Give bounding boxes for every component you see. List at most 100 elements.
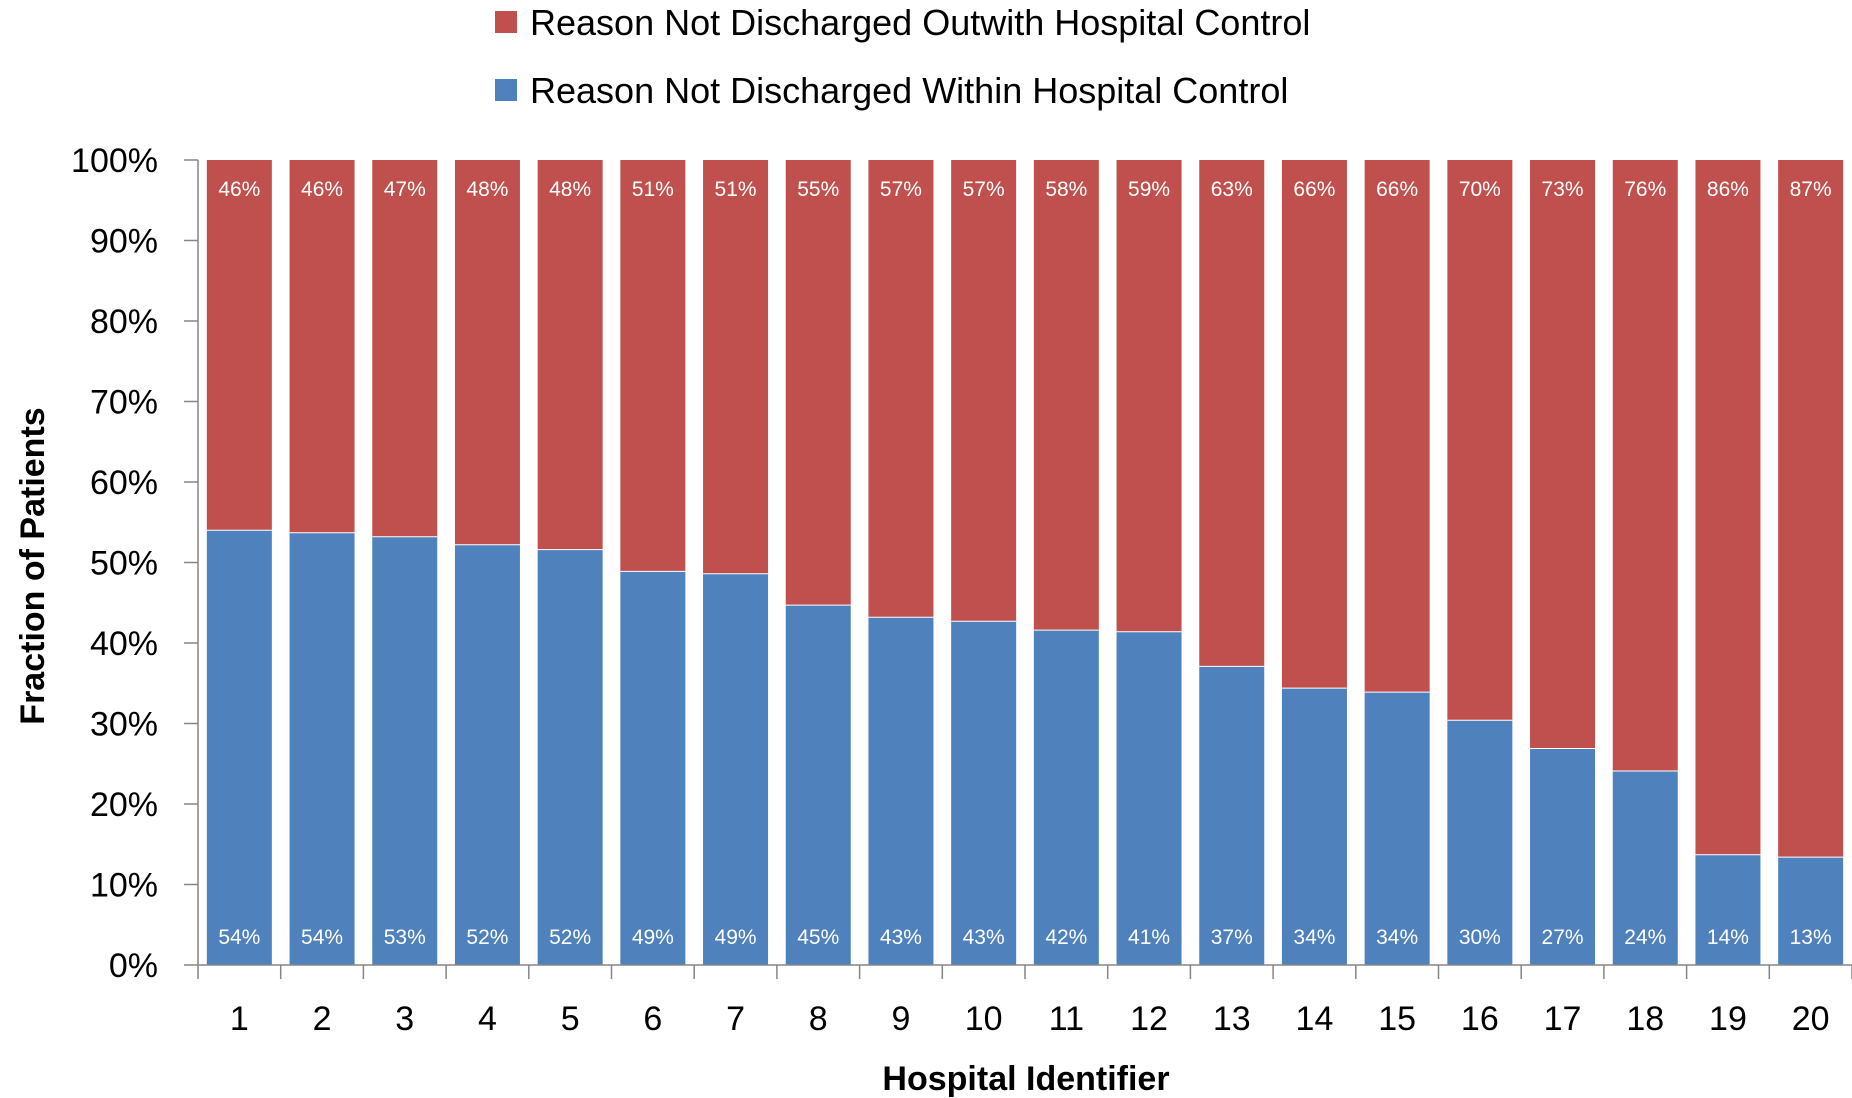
bar-within	[1033, 630, 1099, 965]
bar-outwith	[372, 160, 438, 537]
x-category-label: 4	[478, 1000, 497, 1038]
axes	[184, 159, 1852, 979]
data-label-outwith: 66%	[1293, 178, 1335, 201]
y-tick-label: 30%	[90, 706, 158, 744]
bar-within	[1695, 854, 1761, 965]
x-category-label: 13	[1213, 1000, 1251, 1038]
x-category-label: 17	[1544, 1000, 1582, 1038]
data-label-outwith: 48%	[549, 178, 591, 201]
bar-outwith	[951, 160, 1017, 622]
bar-outwith	[1530, 160, 1596, 749]
bar-within	[951, 621, 1017, 965]
data-label-outwith: 57%	[963, 178, 1005, 201]
legend: Reason Not Discharged Outwith Hospital C…	[495, 2, 1310, 111]
data-label-within: 53%	[384, 926, 426, 949]
x-category-label: 6	[643, 1000, 662, 1038]
bar-within	[703, 573, 769, 965]
bar-outwith	[1281, 160, 1347, 689]
data-label-within: 43%	[963, 926, 1005, 949]
data-label-outwith: 46%	[218, 178, 260, 201]
data-label-within: 45%	[797, 926, 839, 949]
bar-outwith	[703, 160, 769, 574]
data-label-outwith: 48%	[466, 178, 508, 201]
x-category-label: 7	[726, 1000, 745, 1038]
bar-within	[206, 530, 272, 965]
data-label-outwith: 51%	[632, 178, 674, 201]
data-label-within: 24%	[1624, 926, 1666, 949]
bar-within	[620, 571, 686, 965]
x-category-label: 18	[1626, 1000, 1664, 1038]
data-label-within: 14%	[1707, 926, 1749, 949]
bar-outwith	[454, 160, 520, 545]
data-label-outwith: 66%	[1376, 178, 1418, 201]
data-label-within: 54%	[301, 926, 343, 949]
bar-outwith	[785, 160, 851, 606]
x-category-label: 11	[1049, 1000, 1084, 1038]
bar-within	[1199, 666, 1265, 965]
data-label-outwith: 51%	[715, 178, 757, 201]
x-category-label: 16	[1461, 1000, 1499, 1038]
bar-outwith	[868, 160, 934, 618]
y-tick-label: 90%	[90, 223, 158, 261]
bar-outwith	[1695, 160, 1761, 855]
x-category-label: 1	[230, 1000, 249, 1038]
data-label-outwith: 63%	[1211, 178, 1253, 201]
x-category-label: 2	[313, 1000, 332, 1038]
y-tick-label: 70%	[90, 384, 158, 422]
data-label-within: 42%	[1045, 926, 1087, 949]
legend-swatch-outwith	[495, 11, 517, 33]
y-tick-label: 60%	[90, 464, 158, 502]
data-label-outwith: 57%	[880, 178, 922, 201]
x-category-label: 20	[1792, 1000, 1830, 1038]
bar-data-labels: 54% 46% 54% 46% 53% 47% 52% 48% 52% 48% 49% 51% 49% 5…	[218, 178, 1831, 949]
bar-within	[1364, 692, 1430, 965]
bar-within	[868, 617, 934, 965]
bar-outwith	[206, 160, 272, 531]
bar-within	[289, 532, 355, 965]
legend-swatch-within	[495, 79, 517, 101]
bar-within	[454, 544, 520, 965]
legend-label-outwith: Reason Not Discharged Outwith Hospital C…	[530, 2, 1310, 43]
data-label-outwith: 59%	[1128, 178, 1170, 201]
bar-outwith	[289, 160, 355, 533]
y-tick-label: 100%	[71, 142, 158, 180]
bar-within	[785, 605, 851, 965]
legend-label-within: Reason Not Discharged Within Hospital Co…	[530, 70, 1288, 111]
x-category-label: 5	[561, 1000, 580, 1038]
y-tick-label: 20%	[90, 786, 158, 824]
x-category-label: 12	[1130, 1000, 1168, 1038]
x-category-label: 8	[809, 1000, 828, 1038]
y-tick-label: 0%	[109, 947, 158, 985]
x-category-label: 15	[1378, 1000, 1416, 1038]
bar-outwith	[1199, 160, 1265, 667]
data-label-outwith: 47%	[384, 178, 426, 201]
data-label-within: 49%	[715, 926, 757, 949]
data-label-within: 52%	[549, 926, 591, 949]
bar-outwith	[620, 160, 686, 572]
x-axis-category-labels: 1 2 3 4 5 6 7 8 9 10 11 12 13 14 15 16 17 18 19 20	[230, 1000, 1830, 1038]
bar-within	[1612, 770, 1678, 965]
bar-within	[1281, 688, 1347, 965]
data-label-outwith: 73%	[1542, 178, 1584, 201]
bar-outwith	[1778, 160, 1844, 858]
x-axis-title: Hospital Identifier	[882, 1060, 1169, 1098]
data-label-within: 30%	[1459, 926, 1501, 949]
data-label-within: 54%	[218, 926, 260, 949]
data-label-within: 52%	[466, 926, 508, 949]
y-tick-label: 50%	[90, 545, 158, 583]
x-category-label: 19	[1709, 1000, 1747, 1038]
bar-outwith	[1364, 160, 1430, 693]
x-category-label: 3	[395, 1000, 414, 1038]
bar-outwith	[1447, 160, 1513, 721]
data-label-within: 34%	[1376, 926, 1418, 949]
bar-within	[1778, 857, 1844, 965]
data-label-within: 37%	[1211, 926, 1253, 949]
data-label-within: 13%	[1790, 926, 1832, 949]
data-label-outwith: 76%	[1624, 178, 1666, 201]
bar-within	[537, 549, 603, 965]
bars	[206, 160, 1844, 965]
data-label-outwith: 86%	[1707, 178, 1749, 201]
y-tick-label: 80%	[90, 303, 158, 341]
data-label-within: 49%	[632, 926, 674, 949]
